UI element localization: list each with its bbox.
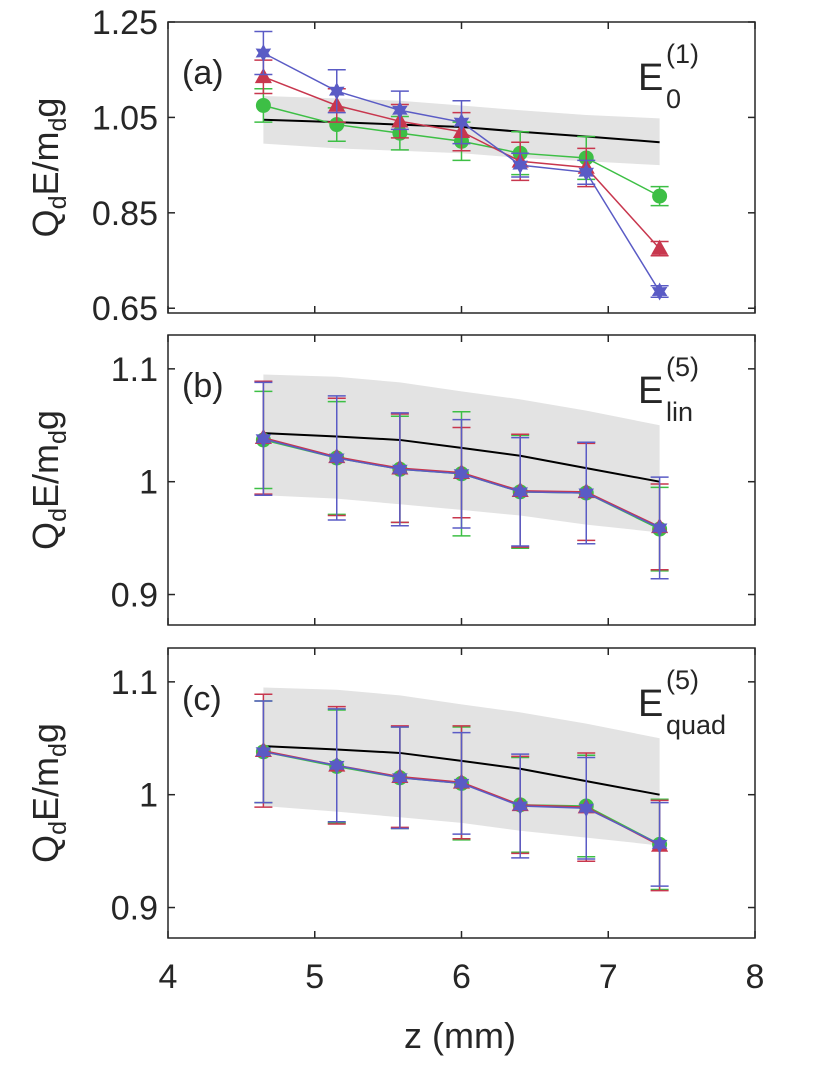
- y-label-subscript: d: [44, 118, 72, 132]
- data-point-circle: [652, 188, 668, 204]
- data-point-hexagram: [392, 768, 408, 787]
- data-point-hexagram: [578, 799, 595, 818]
- data-point-hexagram: [255, 742, 272, 761]
- y-tick-label: 1: [139, 464, 158, 502]
- y-label-subscript: d: [44, 508, 72, 522]
- y-tick-label: 0.85: [92, 195, 158, 233]
- equation-annotation: E(5) lin: [638, 352, 699, 427]
- equation-annotation: E(1) 0: [638, 39, 699, 114]
- y-tick-label: 0.65: [92, 290, 158, 328]
- y-label-part: g: [25, 723, 66, 743]
- data-point-circle: [329, 117, 345, 133]
- equation-base: E: [638, 683, 663, 725]
- y-label-part: E/m: [25, 132, 66, 196]
- data-point-hexagram: [651, 282, 668, 301]
- y-tick-label: 1.25: [92, 4, 158, 42]
- equation-subscript: lin: [666, 397, 693, 427]
- x-tick-label: 5: [305, 958, 324, 996]
- y-label-subscript: d: [44, 743, 72, 757]
- y-axis-label: QdE/mdg: [25, 98, 72, 238]
- data-point-hexagram: [512, 156, 528, 175]
- y-label-part: Q: [25, 522, 66, 550]
- y-tick-label: 1: [139, 777, 158, 815]
- y-label-part: g: [25, 98, 66, 118]
- data-point-hexagram: [255, 429, 272, 448]
- equation-subscript: 0: [666, 84, 681, 114]
- data-point-hexagram: [578, 483, 595, 502]
- y-axis-label: QdE/mdg: [25, 723, 72, 863]
- equation-superscript: (1): [666, 39, 699, 69]
- panel-label: (c): [182, 680, 222, 718]
- equation-superscript: (5): [666, 352, 699, 382]
- data-point-hexagram: [651, 835, 668, 854]
- data-point-circle: [255, 97, 271, 113]
- series-blue: [254, 381, 669, 580]
- data-point-hexagram: [512, 482, 528, 501]
- data-point-hexagram: [392, 101, 408, 120]
- data-point-triangle: [651, 239, 669, 255]
- x-axis-label: z (mm): [404, 1015, 516, 1056]
- panel-label: (a): [182, 54, 224, 92]
- data-point-triangle: [254, 67, 272, 84]
- equation-subscript: quad: [666, 710, 726, 740]
- y-tick-label: 0.9: [111, 577, 158, 615]
- y-axis-label: QdE/mdg: [25, 410, 72, 550]
- data-point-hexagram: [328, 449, 345, 467]
- y-label-part: g: [25, 410, 66, 430]
- series-blue: [254, 30, 669, 301]
- x-tick-label: 7: [599, 958, 618, 996]
- data-point-hexagram: [255, 44, 272, 63]
- equation-base: E: [638, 57, 663, 99]
- x-tick-label: 4: [159, 958, 178, 996]
- y-label-subscript: d: [44, 821, 72, 835]
- equation-superscript: (5): [666, 665, 699, 695]
- data-point-hexagram: [651, 518, 668, 537]
- y-label-part: E/m: [25, 444, 66, 508]
- y-label-part: E/m: [25, 757, 66, 821]
- y-label-part: Q: [25, 209, 66, 237]
- data-point-hexagram: [453, 464, 470, 483]
- y-tick-label: 1.05: [92, 99, 158, 137]
- y-label-subscript: d: [44, 196, 72, 210]
- data-point-hexagram: [512, 796, 528, 815]
- data-point-hexagram: [392, 460, 408, 479]
- panel-label: (b): [182, 367, 224, 405]
- y-tick-label: 0.9: [111, 890, 158, 928]
- x-tick-label: 8: [746, 958, 765, 996]
- equation-base: E: [638, 370, 663, 412]
- y-tick-label: 1.1: [111, 351, 158, 389]
- data-point-hexagram: [453, 774, 470, 793]
- y-label-subscript: d: [44, 430, 72, 444]
- x-tick-label: 6: [452, 958, 471, 996]
- data-point-hexagram: [328, 756, 345, 775]
- series-blue: [254, 700, 669, 887]
- data-point-hexagram: [578, 163, 595, 182]
- data-point-hexagram: [453, 113, 470, 132]
- y-label-part: Q: [25, 835, 66, 863]
- y-tick-label: 1.1: [111, 664, 158, 702]
- series-line-blue: [263, 52, 661, 292]
- equation-annotation: E(5) quad: [638, 665, 726, 740]
- data-point-hexagram: [328, 82, 345, 101]
